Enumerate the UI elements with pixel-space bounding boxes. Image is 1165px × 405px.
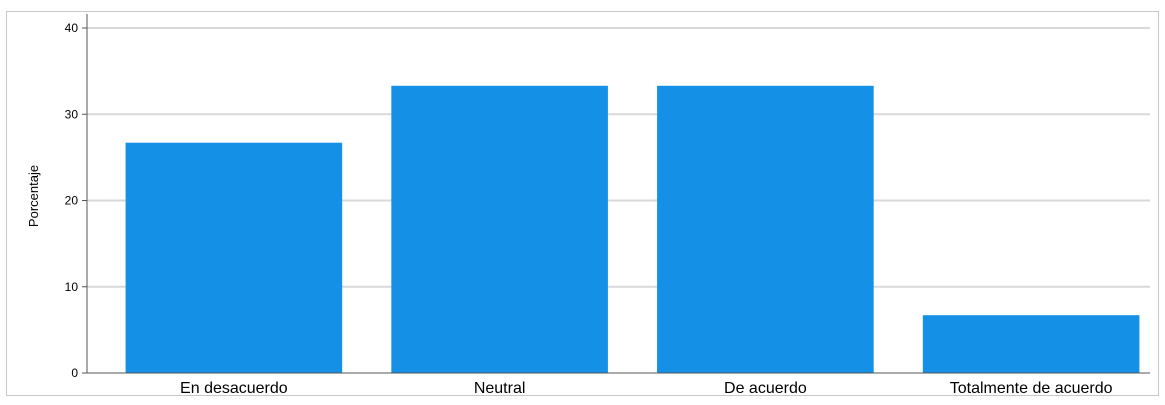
bar	[391, 85, 608, 373]
x-tick-label: En desacuerdo	[180, 380, 288, 397]
y-tick-label: 30	[65, 107, 79, 121]
axes	[86, 14, 1150, 374]
y-tick-label: 40	[65, 21, 79, 35]
bar	[922, 315, 1140, 373]
x-tick-label: Neutral	[474, 380, 526, 397]
x-tick-labels: En desacuerdo Neutral De acuerdo Totalmente…	[180, 380, 1113, 397]
bars	[125, 85, 1140, 373]
y-tick-label: 20	[65, 194, 79, 208]
x-tick-label: Totalmente de acuerdo	[950, 380, 1113, 397]
y-tick-label: 0	[71, 366, 78, 380]
y-tick-labels: 0 10 20 30 40	[65, 21, 87, 380]
bar	[125, 142, 343, 373]
y-tick-label: 10	[65, 280, 79, 294]
y-axis-label: Porcentaje	[26, 165, 41, 227]
x-tick-label: De acuerdo	[724, 380, 807, 397]
chart-frame	[6, 11, 1159, 396]
bar	[657, 85, 874, 373]
